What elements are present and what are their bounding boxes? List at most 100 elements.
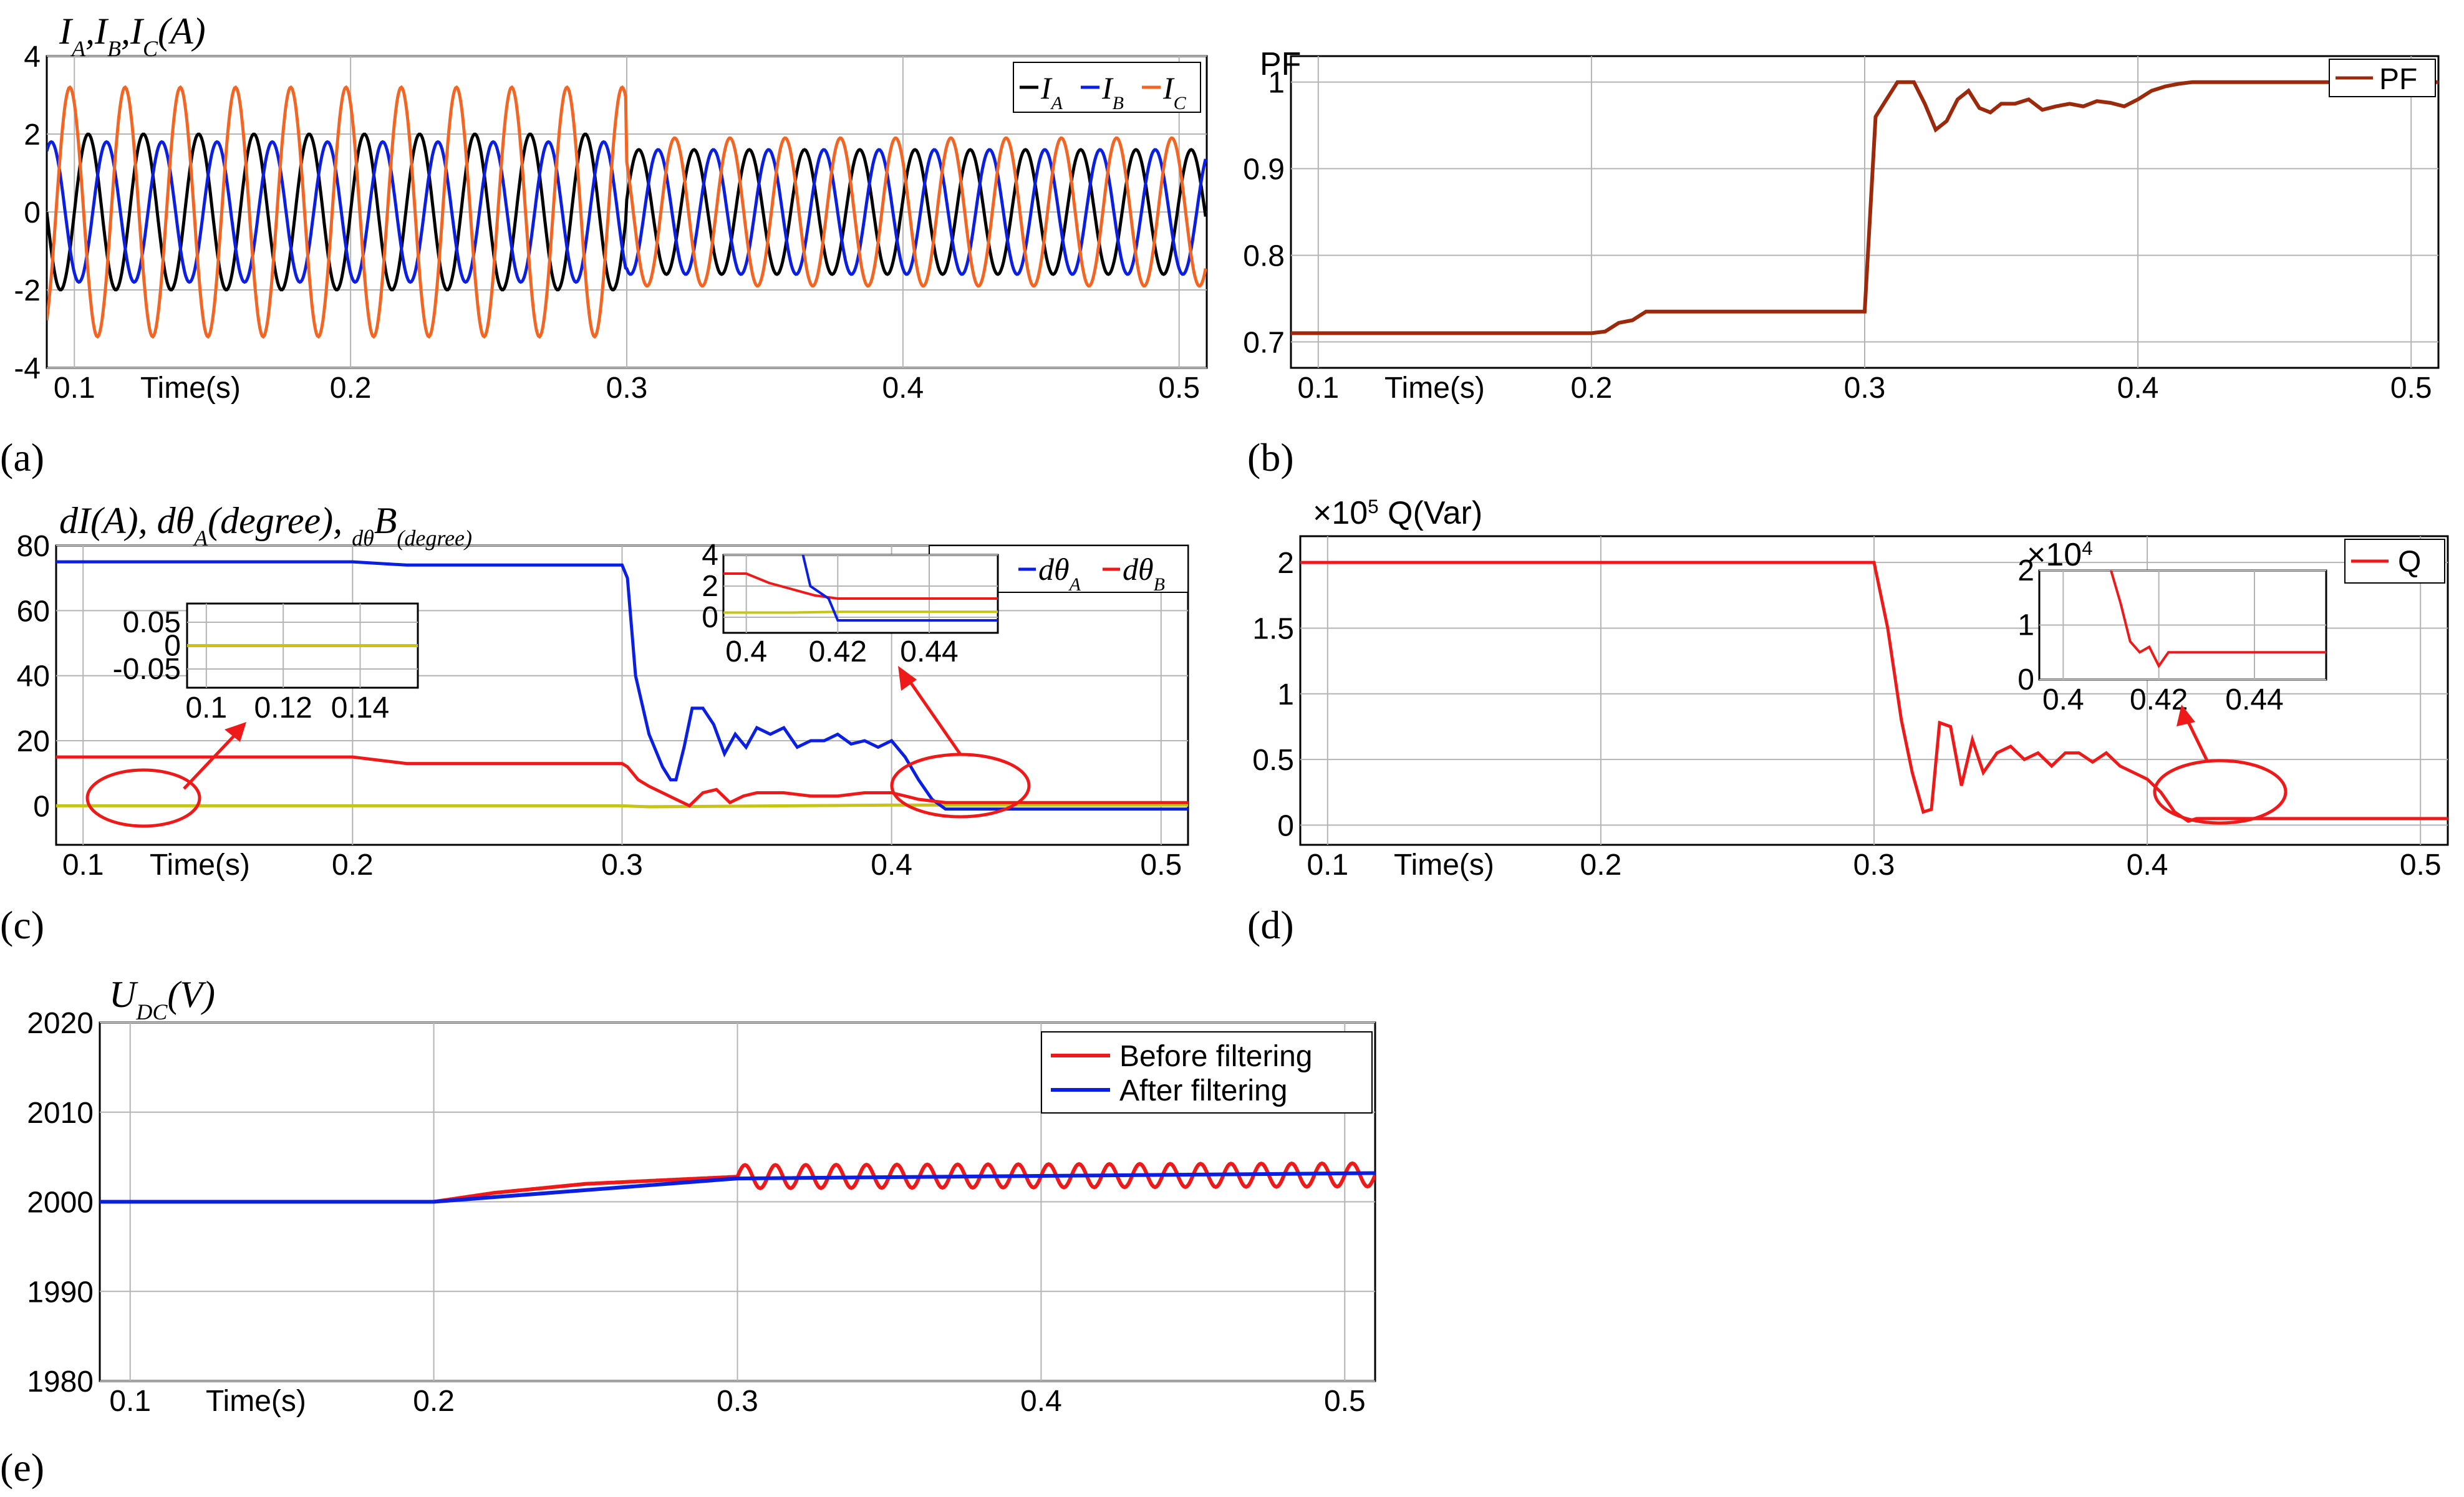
y-tick-label: 1.5: [1252, 612, 1294, 645]
chart-title: PF: [1260, 46, 1301, 82]
legend-label: Q: [2398, 546, 2421, 579]
series-line-PF: [1291, 80, 2438, 335]
series-line-dI: [56, 803, 1188, 809]
legend-label: IA: [1040, 70, 1063, 113]
legend-label: IB: [1101, 70, 1124, 113]
inset-y-tick: 4: [702, 539, 718, 572]
inset-series: [2109, 570, 2326, 669]
x-tick-label: 0.2: [1580, 849, 1622, 882]
inset-x-tick: 0.42: [2130, 683, 2188, 716]
x-tick-label: 0.2: [1571, 372, 1613, 405]
arrowhead: [898, 666, 917, 691]
x-tick-label: 0.4: [882, 372, 924, 405]
y-tick-label: 0.7: [1243, 326, 1285, 359]
inset-x-tick: 0.14: [331, 691, 389, 724]
inset-y-tick: -0.05: [113, 653, 181, 686]
x-axis-label: Time(s): [206, 1385, 306, 1418]
x-axis-label: Time(s): [150, 849, 250, 882]
series-line-after-filtering: [100, 1171, 1375, 1204]
chart-panel-b: (b)0.1 0.2 0.3 0.4 0.5 1 0.9 0.8 0.7 Time(s) PF PF: [1243, 46, 2440, 479]
x-tick-label: 0.3: [717, 1385, 758, 1418]
x-tick-label: 0.4: [1020, 1385, 1062, 1418]
x-tick-label: 0.2: [332, 849, 374, 882]
x-tick-label: 0.1: [1307, 849, 1348, 882]
inset-y-tick: 2: [2017, 554, 2034, 587]
x-axis-label: Time(s): [1394, 849, 1494, 882]
series-group: [1300, 561, 2448, 823]
x-tick-label: 0.3: [1853, 849, 1895, 882]
panel-label: (b): [1247, 435, 1294, 479]
y-tick-label: -4: [14, 352, 41, 385]
inset-y-tick: 0.05: [123, 606, 181, 639]
inset-x-tick: 0.42: [809, 635, 867, 668]
annotation-arrow: [902, 672, 962, 756]
inset-series: [723, 555, 998, 622]
arrowhead: [225, 722, 246, 742]
y-tick-label: 2010: [27, 1097, 94, 1130]
x-tick-label: 0.4: [2117, 372, 2159, 405]
y-tick-label: 0.8: [1243, 239, 1285, 272]
chart-title: IA,IB,IC(A): [59, 11, 206, 61]
highlight-ellipse: [85, 768, 201, 828]
inset-y-tick: 0: [164, 630, 181, 663]
x-tick-label: 0.1: [109, 1385, 151, 1418]
y-tick-label: 4: [24, 41, 41, 74]
series-line-I_C: [47, 85, 1207, 339]
arrowhead: [2177, 705, 2195, 726]
y-tick-label: 2000: [27, 1187, 94, 1220]
x-tick-label: 0.3: [601, 849, 643, 882]
y-tick-label: -2: [14, 274, 41, 307]
chart-panel-e: (e) 0.1 0.2 0.3 0.4 0.5 2020 2010 2000 1990 1980 Ti…: [0, 974, 1376, 1490]
annotation-arrow: [2184, 716, 2210, 763]
highlight-ellipse: [2153, 759, 2288, 825]
y-tick-label: 1: [1268, 67, 1285, 100]
chart-title: UDC(V): [109, 974, 215, 1024]
inset-series-Q: [2109, 570, 2326, 669]
x-tick-label: 0.1: [1297, 372, 1339, 405]
legend-label: Before filtering: [1119, 1040, 1313, 1073]
y-tick-label: 60: [17, 595, 50, 628]
legend-box: [1041, 1031, 1373, 1114]
y-tick-label: 40: [17, 660, 50, 693]
y-tick-label: 0: [24, 196, 41, 229]
y-tick-label: 2: [24, 118, 41, 152]
y-tick-label: 0: [1277, 809, 1294, 842]
legend-box: [1013, 62, 1201, 113]
inset-x-tick: 0.4: [725, 635, 767, 668]
chart-title: ×105 Q(Var): [1313, 495, 1482, 531]
inset-x-tick: 0.1: [185, 691, 227, 724]
x-tick-label: 0.1: [62, 849, 104, 882]
x-tick-label: 0.5: [1324, 1385, 1366, 1418]
inset-right: 0.4 0.42 0.44 420: [702, 539, 999, 668]
inset-x-tick: 0.12: [254, 691, 312, 724]
y-tick-label: 80: [17, 530, 50, 563]
y-tick-label: 20: [17, 725, 50, 758]
x-tick-label: 0.5: [2390, 372, 2432, 405]
inset-x-tick: 0.44: [900, 635, 958, 668]
inset-x-tick: 0.4: [2042, 683, 2084, 716]
inset-y-tick: 1: [2017, 609, 2034, 642]
legend-label: PF: [2379, 63, 2417, 96]
series-group: [56, 560, 1188, 811]
y-tick-label: 1980: [27, 1365, 94, 1398]
series-line-I_B: [47, 140, 1207, 284]
annotation-arrow: [183, 728, 241, 790]
inset-x-tick: 0.44: [2225, 683, 2283, 716]
series-line-dθ_A: [56, 560, 1188, 811]
inset-y-tick: 2: [702, 570, 718, 603]
y-tick-label: 2020: [27, 1007, 94, 1040]
series-group: [1291, 80, 2438, 335]
x-tick-label: 0.1: [54, 372, 95, 405]
series-group: [47, 85, 1207, 339]
legend-label: dθA: [1038, 552, 1081, 595]
x-tick-label: 0.2: [330, 372, 372, 405]
x-tick-label: 0.3: [1844, 372, 1886, 405]
y-tick-label: 1990: [27, 1276, 94, 1309]
inset-series-dthetaB: [723, 572, 998, 600]
y-tick-label: 0.9: [1243, 153, 1285, 186]
panel-label: (d): [1247, 903, 1294, 947]
chart-panel-a: (a) 0.1 0.2 0.3 0.4 0.5 4 2 0 -2 -4 Time(s) IA,IB,IC…: [0, 11, 1208, 479]
inset-scale: ×104: [2027, 537, 2093, 573]
x-axis-label: Time(s): [140, 372, 241, 405]
